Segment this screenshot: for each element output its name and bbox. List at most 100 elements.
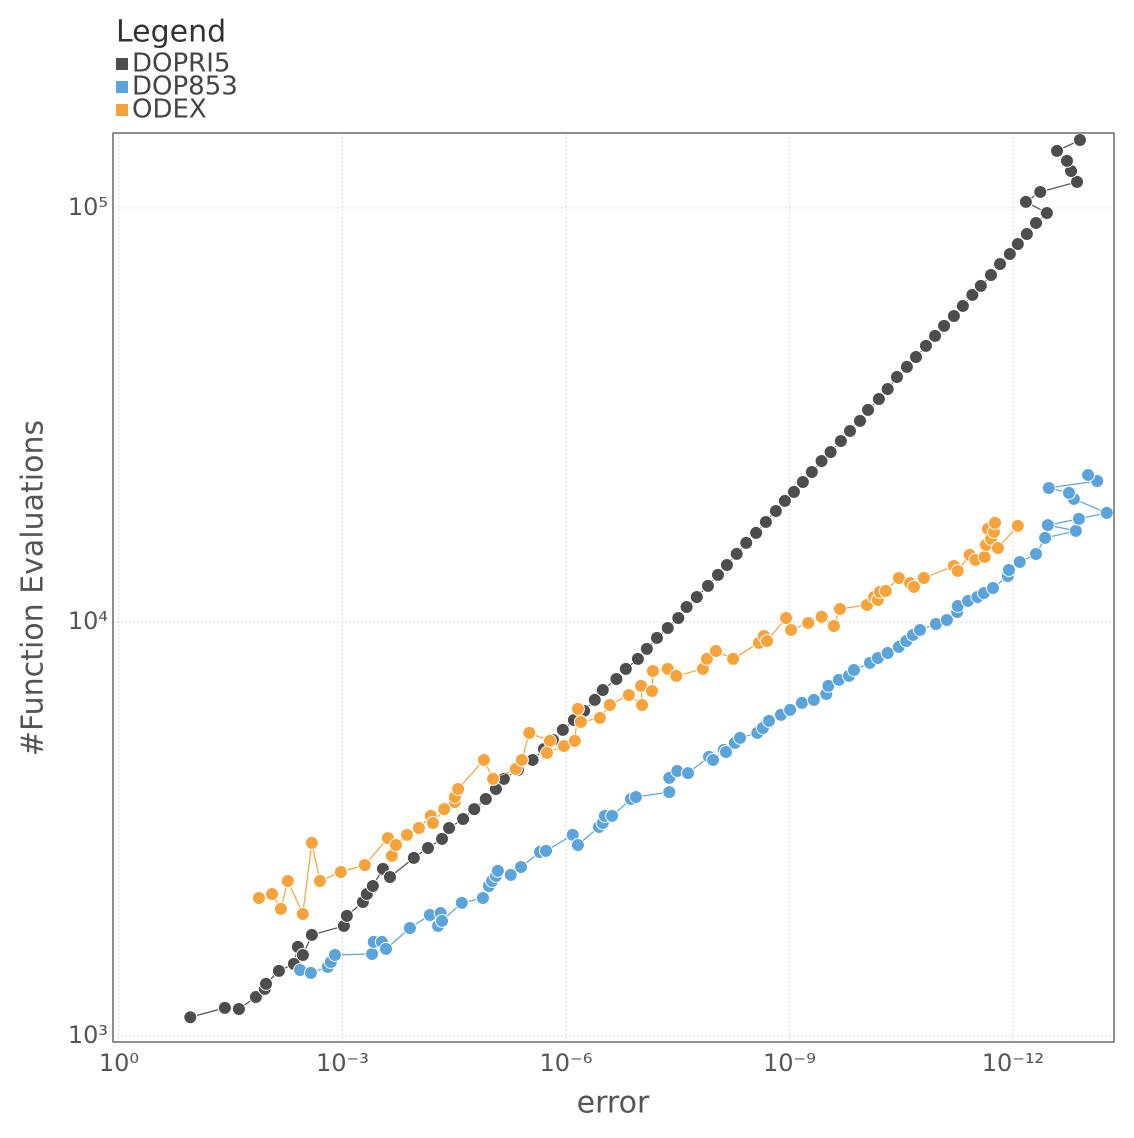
data-point — [988, 515, 1003, 530]
data-point — [402, 920, 417, 935]
data-point — [786, 484, 801, 499]
plot-frame — [112, 132, 1115, 1043]
data-point — [1071, 511, 1086, 526]
data-point — [679, 599, 694, 614]
data-point — [295, 947, 310, 962]
data-point — [783, 702, 798, 717]
data-point — [1041, 480, 1056, 495]
data-point — [916, 570, 931, 585]
data-point — [889, 369, 904, 384]
data-point — [618, 661, 633, 676]
data-point — [768, 503, 783, 518]
data-point — [609, 671, 624, 686]
data-point — [955, 298, 970, 313]
data-point — [660, 620, 675, 635]
data-point — [605, 808, 620, 823]
data-point — [514, 859, 529, 874]
data-point — [1038, 530, 1053, 545]
data-point — [912, 622, 927, 637]
data-point — [522, 725, 537, 740]
data-point — [304, 927, 319, 942]
y-axis-label: #Function Evaluations — [16, 420, 51, 756]
plot-area — [183, 133, 1114, 1025]
data-point — [946, 308, 961, 323]
data-point — [891, 570, 906, 585]
data-point — [990, 540, 1005, 555]
data-point — [327, 947, 342, 962]
data-point — [973, 278, 988, 293]
data-point — [467, 802, 482, 817]
data-point — [406, 850, 421, 865]
data-point — [251, 890, 266, 905]
data-point — [826, 618, 841, 633]
data-point — [304, 835, 319, 850]
data-point — [573, 714, 588, 729]
data-point — [1012, 554, 1027, 569]
data-point — [1033, 184, 1048, 199]
x-axis-label: error — [577, 1086, 650, 1121]
data-point — [420, 840, 435, 855]
data-point — [993, 256, 1008, 271]
data-point — [271, 963, 286, 978]
data-point — [645, 663, 660, 678]
data-point — [382, 869, 397, 884]
data-point — [1001, 562, 1016, 577]
data-point — [739, 535, 754, 550]
data-point — [1039, 206, 1054, 221]
data-point — [977, 550, 992, 565]
data-point — [539, 843, 554, 858]
data-point — [621, 687, 636, 702]
data-point — [630, 651, 645, 666]
data-point — [231, 1001, 246, 1016]
legend-swatch — [116, 104, 128, 116]
data-point — [871, 391, 886, 406]
data-point — [880, 381, 895, 396]
data-point — [758, 514, 773, 529]
data-point — [706, 752, 721, 767]
data-point — [265, 886, 280, 901]
data-point — [1072, 133, 1087, 148]
x-tick-label: 10⁻⁶ — [540, 1049, 593, 1077]
data-point — [784, 622, 799, 637]
data-point — [846, 662, 861, 677]
data-point — [503, 867, 518, 882]
data-point — [454, 895, 469, 910]
data-point — [312, 873, 327, 888]
data-point — [937, 318, 952, 333]
data-point — [719, 744, 734, 759]
data-point — [555, 722, 570, 737]
data-point — [649, 630, 664, 645]
data-point — [662, 785, 677, 800]
legend-swatch — [116, 58, 128, 70]
data-point — [542, 733, 557, 748]
data-point — [435, 913, 450, 928]
data-point — [295, 906, 310, 921]
data-point — [749, 525, 764, 540]
data-point — [861, 402, 876, 417]
data-point — [779, 611, 794, 626]
x-tick-label: 10⁻¹² — [982, 1049, 1044, 1077]
data-point — [821, 678, 836, 693]
y-tick-label: 10⁴ — [68, 607, 108, 635]
data-point — [592, 710, 607, 725]
data-point — [669, 668, 684, 683]
data-point — [1019, 226, 1034, 241]
legend-label: DOP853 — [132, 72, 238, 102]
data-point — [1010, 236, 1025, 251]
data-point — [365, 946, 380, 961]
data-point — [1029, 215, 1044, 230]
data-point — [928, 328, 943, 343]
data-point — [1060, 153, 1075, 168]
x-tick-label: 10⁻⁹ — [763, 1049, 816, 1077]
data-point — [1099, 505, 1114, 520]
data-point — [639, 641, 654, 656]
data-point — [378, 941, 393, 956]
data-point — [880, 645, 895, 660]
data-point — [950, 563, 965, 578]
data-point — [671, 610, 686, 625]
data-point — [587, 692, 602, 707]
data-point — [1018, 194, 1033, 209]
legend-title: Legend — [116, 15, 226, 50]
